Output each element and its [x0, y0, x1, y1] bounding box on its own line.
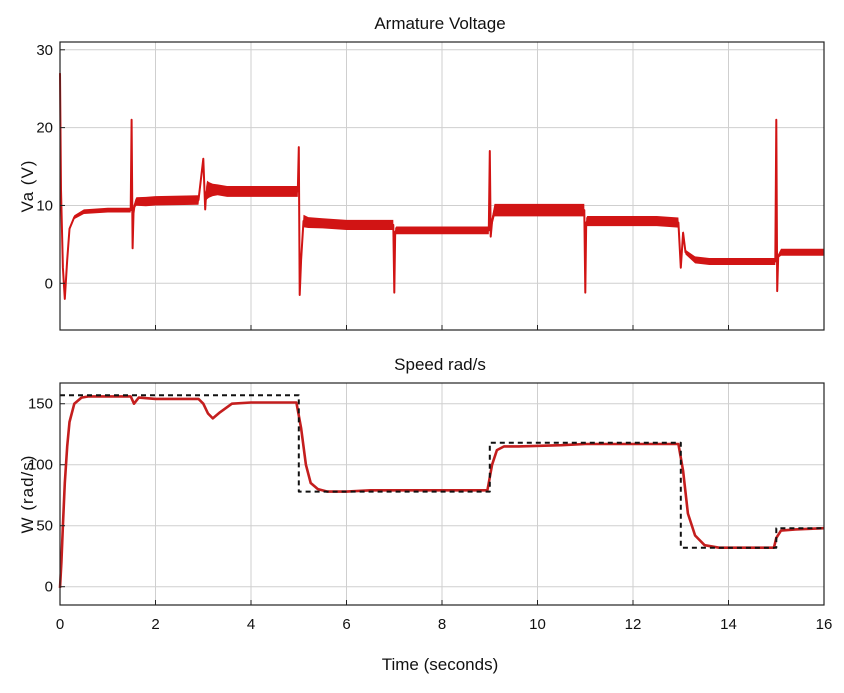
y-tick-label: 20 [36, 120, 53, 137]
chart-title: Armature Voltage [374, 14, 505, 33]
x-tick-label: 0 [56, 616, 64, 633]
x-axis-ticks [59, 325, 825, 330]
x-tick-label: 12 [625, 616, 642, 633]
x-tick-label: 16 [816, 616, 833, 633]
x-tick-label: 8 [438, 616, 446, 633]
x-tick-label: 2 [151, 616, 159, 633]
grid [59, 383, 825, 605]
actual-speed-line [58, 395, 825, 588]
x-axis-ticks: 0 2 4 6 8 10 12 14 16 [56, 600, 833, 633]
x-tick-label: 10 [529, 616, 546, 633]
speed-chart: Speed rad/s 0 50 100 150 0 2 4 6 8 10 12 14 16 W (r… [18, 355, 832, 674]
grid [59, 42, 825, 330]
voltage-line [59, 73, 824, 300]
x-axis-label: Time (seconds) [382, 655, 499, 674]
y-tick-label: 0 [45, 579, 53, 596]
x-tick-label: 14 [720, 616, 737, 633]
y-tick-label: 0 [45, 275, 53, 292]
y-axis-ticks: 0 50 100 150 [28, 396, 65, 596]
x-tick-label: 4 [247, 616, 255, 633]
y-tick-label: 10 [36, 197, 53, 214]
y-tick-label: 100 [28, 457, 53, 474]
y-axis-ticks: 0 10 20 30 [36, 42, 65, 292]
speed-lines [58, 394, 825, 588]
y-axis-label: W (rad/s) [18, 455, 37, 534]
reference-speed-line [60, 394, 824, 549]
y-tick-label: 30 [36, 42, 53, 59]
chart-title: Speed rad/s [394, 355, 486, 374]
x-tick-label: 6 [342, 616, 350, 633]
y-axis-label: Va (V) [18, 160, 37, 213]
voltage-band [59, 72, 824, 300]
y-tick-label: 50 [36, 518, 53, 535]
armature-voltage-chart: Armature Voltage 0 10 20 30 Va (V) [18, 14, 825, 331]
voltage-band-area [60, 72, 824, 300]
y-tick-label: 150 [28, 396, 53, 413]
